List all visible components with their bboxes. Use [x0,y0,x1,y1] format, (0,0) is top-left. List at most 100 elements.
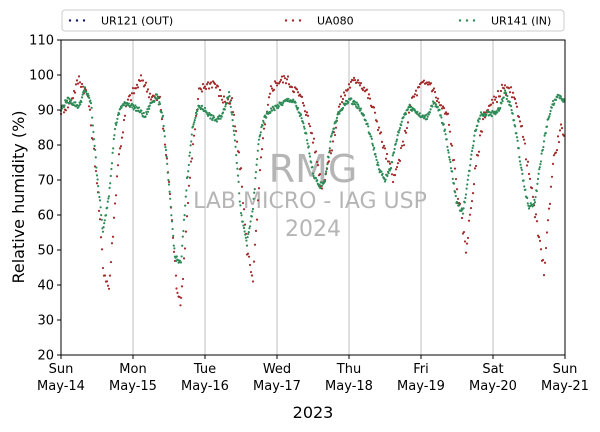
data-point [165,157,169,160]
data-point [122,118,126,122]
data-point [64,99,67,102]
data-point [276,103,279,106]
data-point [251,207,255,211]
data-point [107,195,111,198]
legend-marker [458,19,462,22]
data-point [515,136,519,139]
data-point [502,87,506,90]
data-point [253,243,257,246]
data-point [116,164,120,167]
data-point [118,147,122,150]
data-point [508,100,511,104]
data-point [331,140,335,143]
data-point [191,143,195,146]
watermark-line-1: RMG [269,147,358,191]
data-point [246,252,250,255]
data-point [485,113,488,116]
data-point [101,230,105,233]
data-point [444,133,447,136]
data-point [128,94,132,97]
y-tick-label: 50 [37,244,54,259]
data-point [181,277,185,281]
data-point [505,97,508,101]
data-point [281,103,284,107]
data-point [148,92,152,95]
data-point [120,136,124,139]
data-point [434,103,438,106]
data-point [146,110,150,113]
data-point [254,170,258,174]
data-point [425,113,428,116]
data-point [171,227,174,231]
data-point [221,101,225,104]
data-point [449,142,453,145]
data-point [395,165,399,169]
data-point [127,102,130,105]
data-point [192,123,195,126]
data-point [333,133,337,137]
data-point [512,119,516,122]
data-point [544,131,547,135]
data-point [250,215,253,218]
data-point [437,101,441,104]
data-point [302,122,305,125]
data-point [368,97,372,100]
data-point [245,244,249,247]
data-point [468,169,471,173]
data-point [439,114,442,117]
data-point [502,96,505,99]
data-point [318,183,321,186]
data-point [131,86,135,90]
data-point [334,121,337,124]
data-point [389,167,393,170]
data-point [223,108,226,111]
data-point [392,151,396,154]
data-point [162,124,165,128]
data-point [80,100,83,104]
data-point [532,202,535,206]
data-point [327,156,330,159]
x-tick-label-day: Fri [413,362,429,377]
data-point [428,111,432,114]
data-point [500,83,504,86]
data-point [287,97,290,100]
data-point [374,152,377,156]
data-point [374,155,378,158]
data-point [93,144,96,148]
data-point [314,150,318,153]
data-point [469,206,473,210]
data-point [508,91,512,94]
data-point [372,106,376,109]
data-point [255,163,258,166]
data-point [61,107,64,110]
data-point [493,98,497,101]
data-point [517,115,521,119]
data-point [277,105,280,108]
data-point [261,124,264,127]
data-point [381,146,385,149]
data-point [262,121,265,124]
data-point [355,81,359,84]
data-point [377,164,380,167]
data-point [339,95,343,98]
data-point [507,87,511,90]
data-point [395,138,399,141]
data-point [458,203,461,207]
data-point [155,93,159,96]
data-point [106,206,109,209]
data-point [95,174,99,177]
data-point [519,163,522,166]
data-point [433,101,436,104]
data-point [218,88,222,92]
data-point [353,100,357,103]
y-tick-label: 80 [37,139,54,154]
data-point [305,111,309,114]
data-point [170,214,173,217]
data-point [432,87,436,90]
data-point [548,112,552,116]
data-point [220,98,224,101]
data-point [499,106,502,110]
data-point [123,114,127,117]
data-point [536,182,539,185]
data-point [157,96,160,99]
